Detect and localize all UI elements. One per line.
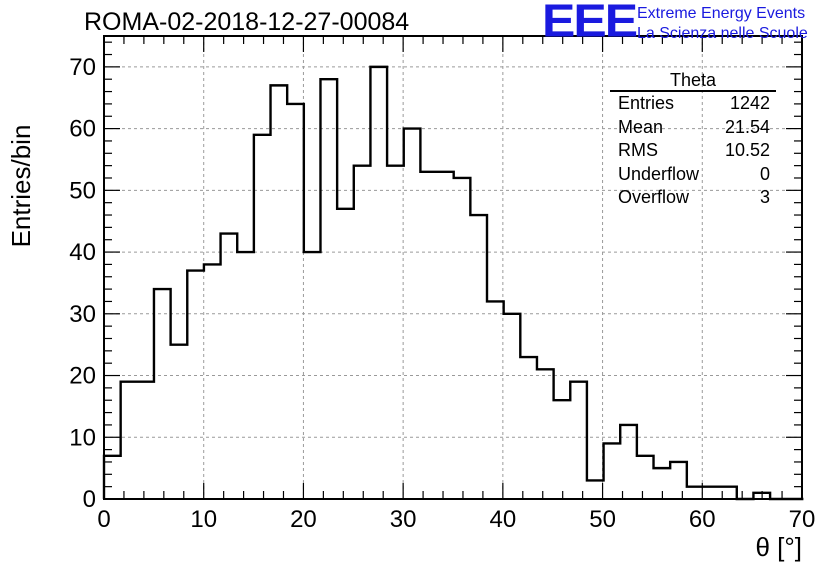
stats-value: 21.54	[724, 116, 770, 137]
histogram-bin	[171, 345, 188, 499]
histogram-bin	[703, 487, 720, 499]
logo-line-1: Extreme Energy Events	[637, 5, 806, 22]
plot-frame	[103, 35, 803, 500]
histogram-bin	[154, 289, 171, 499]
histogram-bin	[504, 314, 521, 499]
histogram-bin	[487, 301, 504, 499]
stats-title: Theta	[610, 70, 776, 92]
histogram-bin	[287, 104, 304, 499]
histogram-bin	[387, 166, 404, 499]
histogram-bin	[221, 234, 238, 499]
x-axis-label: θ [°]	[755, 532, 802, 562]
histogram-bin	[320, 79, 337, 499]
stats-label: Entries	[618, 93, 675, 113]
stats-label: RMS	[618, 140, 658, 160]
stats-value: 1242	[729, 93, 770, 113]
histogram-bin	[404, 129, 421, 499]
histogram-bin	[121, 382, 138, 499]
stats-label: Underflow	[618, 163, 700, 184]
stats-label: Mean	[618, 116, 664, 137]
x-tick-label: 60	[689, 506, 716, 533]
y-tick-label: 60	[69, 116, 96, 143]
histogram-bin	[271, 85, 288, 499]
histogram-outline	[102, 65, 804, 501]
histogram-bin	[204, 264, 221, 499]
y-tick-label: 50	[69, 177, 96, 204]
y-tick-label: 30	[69, 301, 96, 328]
histogram-bin	[587, 480, 604, 499]
y-axis-label: Entries/bin	[6, 124, 36, 248]
histogram-bin	[570, 382, 587, 499]
histogram-bin	[354, 166, 371, 499]
x-tick-label: 10	[190, 506, 217, 533]
y-tick-label: 0	[83, 486, 96, 513]
axis-ticks	[103, 36, 803, 500]
histogram-bin	[420, 172, 437, 499]
histogram-bin	[237, 252, 254, 499]
y-tick-label: 10	[69, 424, 96, 451]
x-tick-label: 0	[97, 506, 110, 533]
logo-line-2: La Scienza nelle Scuole	[637, 25, 808, 42]
histogram-bin	[520, 357, 537, 499]
chart-title: ROMA-02-2018-12-27-00084	[84, 8, 410, 36]
stats-row-overflow: Overflow 3	[610, 186, 776, 210]
histogram-bin	[454, 178, 471, 499]
histogram-bin	[637, 456, 654, 499]
histogram-bin	[654, 468, 671, 499]
histogram-bin	[437, 172, 454, 499]
histogram-bin	[687, 487, 704, 499]
histogram-bin	[554, 400, 571, 499]
x-tick-label: 30	[390, 506, 417, 533]
stats-value: 0	[759, 163, 770, 184]
histogram-bin	[537, 369, 554, 499]
histogram-bin	[720, 487, 737, 499]
x-tick-label: 20	[290, 506, 317, 533]
histogram-bin	[254, 135, 271, 499]
histogram-bin	[470, 215, 487, 499]
histogram-bin	[104, 456, 121, 499]
stats-value: 10.52	[724, 140, 770, 160]
histogram-bin	[304, 252, 321, 499]
stats-row-entries: Entries 1242	[610, 92, 776, 116]
stats-label: Overflow	[618, 187, 690, 207]
histogram-bin	[137, 382, 154, 499]
histogram-bin	[337, 209, 354, 499]
x-tick-label: 70	[789, 506, 816, 533]
stats-row-rms: RMS 10.52	[610, 139, 776, 163]
histogram-bin	[370, 67, 387, 499]
stats-row-underflow: Underflow 0	[610, 163, 776, 187]
histogram-bin	[620, 425, 637, 499]
histogram-bin	[187, 271, 204, 499]
x-tick-label: 50	[589, 506, 616, 533]
y-tick-label: 20	[69, 363, 96, 390]
y-tick-label: 40	[69, 239, 96, 266]
y-tick-label: 70	[69, 54, 96, 81]
eee-logo: EEE	[542, 0, 638, 47]
x-tick-label: 40	[490, 506, 517, 533]
histogram-bin	[604, 443, 621, 499]
stats-value: 3	[759, 187, 770, 207]
stats-box: Theta Entries 1242 Mean 21.54 RMS 10.52 Und…	[610, 70, 776, 210]
histogram-bin	[670, 462, 687, 499]
stats-row-mean: Mean 21.54	[610, 116, 776, 140]
logo-caption: Extreme Energy Events La Scienza nelle S…	[637, 4, 808, 44]
